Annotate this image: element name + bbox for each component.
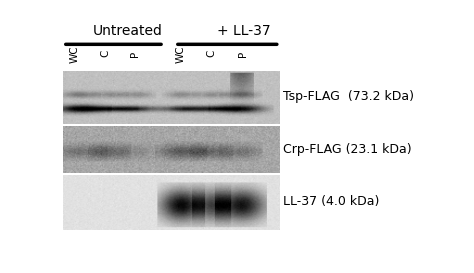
Text: Tsp-FLAG  (73.2 kDa): Tsp-FLAG (73.2 kDa)	[283, 90, 414, 103]
Text: Crp-FLAG (23.1 kDa): Crp-FLAG (23.1 kDa)	[283, 143, 412, 156]
Text: LL-37 (4.0 kDa): LL-37 (4.0 kDa)	[283, 195, 380, 209]
Text: WC: WC	[70, 45, 80, 63]
Text: Untreated: Untreated	[92, 24, 162, 38]
Text: C: C	[207, 50, 217, 58]
Text: WC: WC	[175, 45, 185, 63]
Text: + LL-37: + LL-37	[217, 24, 271, 38]
Text: P: P	[238, 51, 248, 57]
Text: P: P	[129, 51, 139, 57]
Text: C: C	[100, 50, 110, 58]
